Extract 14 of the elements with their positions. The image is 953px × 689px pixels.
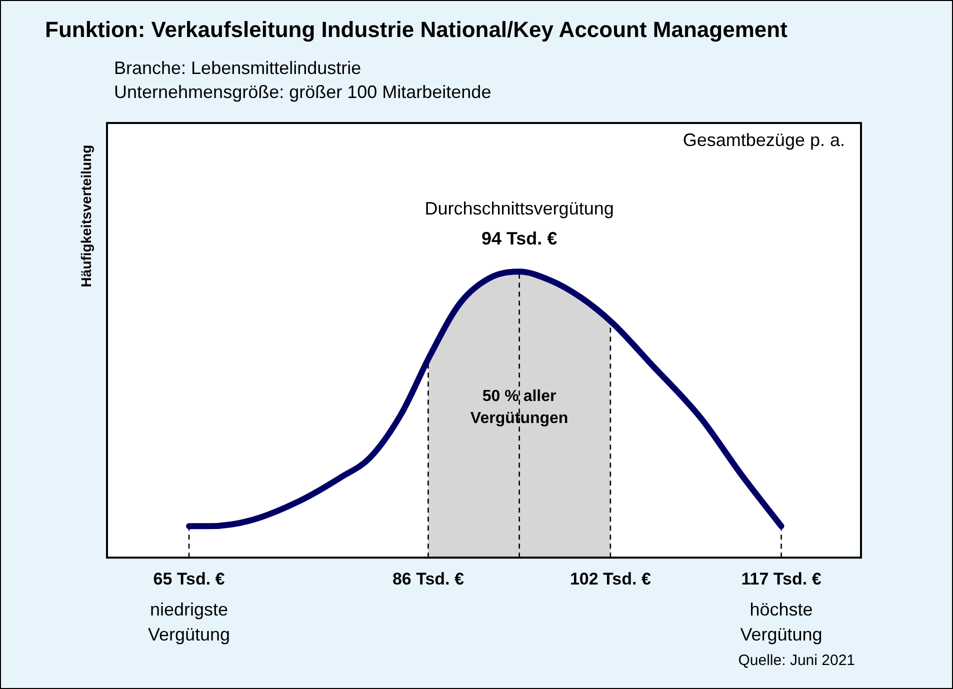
chart-title: Funktion: Verkaufsleitung Industrie National/Key Account Management	[45, 17, 788, 43]
x-tick-label: 86 Tsd. €	[392, 569, 464, 588]
x-tick-label: 102 Tsd. €	[570, 569, 652, 588]
chart-subtitle: Branche: Lebensmittelindustrie Unternehmensgröße: größer 100 Mitarbeitende	[114, 57, 492, 104]
annotation: 94 Tsd. €	[481, 228, 558, 249]
y-axis-title: Häufigkeitsverteilung	[78, 144, 94, 288]
band-label: 50 % aller Vergütungen	[470, 388, 568, 428]
text: niedrigste Vergütung	[148, 600, 230, 645]
source-note: Quelle: Juni 2021	[738, 652, 855, 670]
text: Gesamtbezüge p. a.	[682, 130, 845, 150]
text: höchste Vergütung	[740, 600, 822, 645]
x-tick-label: 117 Tsd. €	[741, 569, 822, 588]
ref-line-label: Durchschnittsvergütung	[424, 198, 614, 219]
x-tick-label: 65 Tsd. €	[153, 569, 226, 588]
